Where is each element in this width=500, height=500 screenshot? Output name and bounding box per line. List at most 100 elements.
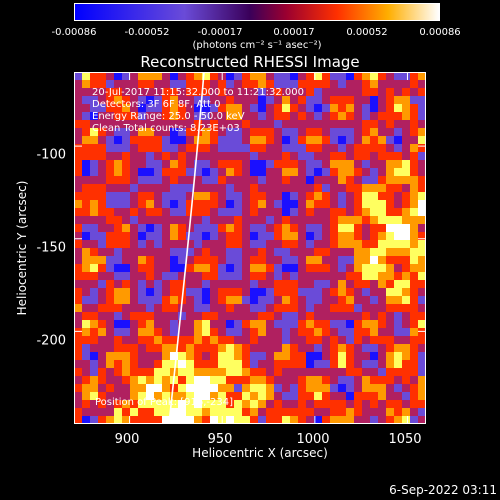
heatmap-cell	[218, 264, 227, 273]
heatmap-cell	[410, 80, 419, 89]
heatmap-cell	[218, 200, 227, 209]
heatmap-cell	[226, 176, 235, 185]
heatmap-cell	[234, 192, 243, 201]
heatmap-cell	[394, 144, 403, 153]
heatmap-cell	[170, 72, 179, 81]
heatmap-cell	[410, 152, 419, 161]
heatmap-cell	[98, 360, 107, 369]
heatmap-cell	[74, 104, 83, 113]
heatmap-cell	[306, 304, 315, 313]
heatmap-cell	[194, 272, 203, 281]
heatmap-cell	[322, 312, 331, 321]
heatmap-cell	[282, 368, 291, 377]
heatmap-cell	[162, 384, 171, 393]
y-tick-label: -200	[36, 333, 66, 349]
heatmap-cell	[130, 200, 139, 209]
heatmap-cell	[242, 72, 251, 81]
heatmap-cell	[282, 312, 291, 321]
heatmap-cell	[282, 184, 291, 193]
heatmap-cell	[218, 400, 227, 409]
heatmap-cell	[282, 120, 291, 129]
heatmap-cell	[82, 360, 91, 369]
heatmap-cell	[330, 400, 339, 409]
heatmap-cell	[154, 240, 163, 249]
heatmap-cell	[114, 376, 123, 385]
heatmap-cell	[282, 128, 291, 137]
heatmap-cell	[178, 80, 187, 89]
heatmap-cell	[306, 192, 315, 201]
heatmap-cell	[338, 416, 347, 424]
heatmap-cell	[210, 352, 219, 361]
heatmap-cell	[378, 304, 387, 313]
heatmap-cell	[362, 384, 371, 393]
heatmap-cell	[250, 152, 259, 161]
heatmap-cell	[82, 216, 91, 225]
heatmap-cell	[122, 416, 131, 424]
heatmap-cell	[402, 112, 411, 121]
heatmap-cell	[322, 264, 331, 273]
heatmap-cell	[250, 144, 259, 153]
heatmap-cell	[178, 400, 187, 409]
heatmap-cell	[394, 368, 403, 377]
heatmap-cell	[274, 296, 283, 305]
heatmap-cell	[98, 224, 107, 233]
heatmap-cell	[386, 152, 395, 161]
heatmap-cell	[202, 88, 211, 97]
heatmap-cell	[170, 264, 179, 273]
heatmap-cell	[362, 128, 371, 137]
heatmap-cell	[346, 152, 355, 161]
heatmap-cell	[114, 240, 123, 249]
heatmap-cell	[82, 280, 91, 289]
heatmap-cell	[370, 416, 379, 424]
heatmap-cell	[362, 216, 371, 225]
heatmap-cell	[314, 400, 323, 409]
heatmap-cell	[154, 208, 163, 217]
heatmap-cell	[122, 144, 131, 153]
heatmap-cell	[218, 408, 227, 417]
heatmap-cell	[122, 200, 131, 209]
heatmap-cell	[194, 280, 203, 289]
heatmap-cell	[154, 280, 163, 289]
heatmap-cell	[290, 72, 299, 81]
heatmap-cell	[386, 336, 395, 345]
heatmap-cell	[322, 360, 331, 369]
heatmap-cell	[250, 200, 259, 209]
heatmap-cell	[138, 72, 147, 81]
heatmap-cell	[306, 312, 315, 321]
heatmap-cell	[394, 72, 403, 81]
heatmap-cell	[314, 232, 323, 241]
heatmap-cell	[362, 224, 371, 233]
heatmap-cell	[378, 96, 387, 105]
heatmap-cell	[418, 264, 426, 273]
heatmap-cell	[74, 368, 83, 377]
heatmap-cell	[130, 176, 139, 185]
heatmap-cell	[82, 416, 91, 424]
heatmap-cell	[258, 104, 267, 113]
heatmap-cell	[82, 88, 91, 97]
heatmap-cell	[418, 104, 426, 113]
heatmap-cell	[194, 216, 203, 225]
heatmap-cell	[202, 304, 211, 313]
heatmap-cell	[202, 392, 211, 401]
heatmap-cell	[186, 88, 195, 97]
heatmap-cell	[282, 208, 291, 217]
heatmap-cell	[146, 272, 155, 281]
heatmap-cell	[418, 160, 426, 169]
heatmap-cell	[122, 192, 131, 201]
heatmap-cell	[354, 168, 363, 177]
heatmap-cell	[418, 272, 426, 281]
heatmap-cell	[90, 208, 99, 217]
heatmap-cell	[98, 416, 107, 424]
heatmap-cell	[394, 80, 403, 89]
heatmap-cell	[234, 96, 243, 105]
heatmap-cell	[274, 232, 283, 241]
heatmap-cell	[258, 128, 267, 137]
heatmap-cell	[242, 336, 251, 345]
heatmap-cell	[210, 88, 219, 97]
heatmap-cell	[370, 184, 379, 193]
heatmap-cell	[170, 312, 179, 321]
heatmap-cell	[194, 192, 203, 201]
heatmap-cell	[410, 296, 419, 305]
heatmap-cell	[74, 168, 83, 177]
heatmap-cell	[362, 416, 371, 424]
